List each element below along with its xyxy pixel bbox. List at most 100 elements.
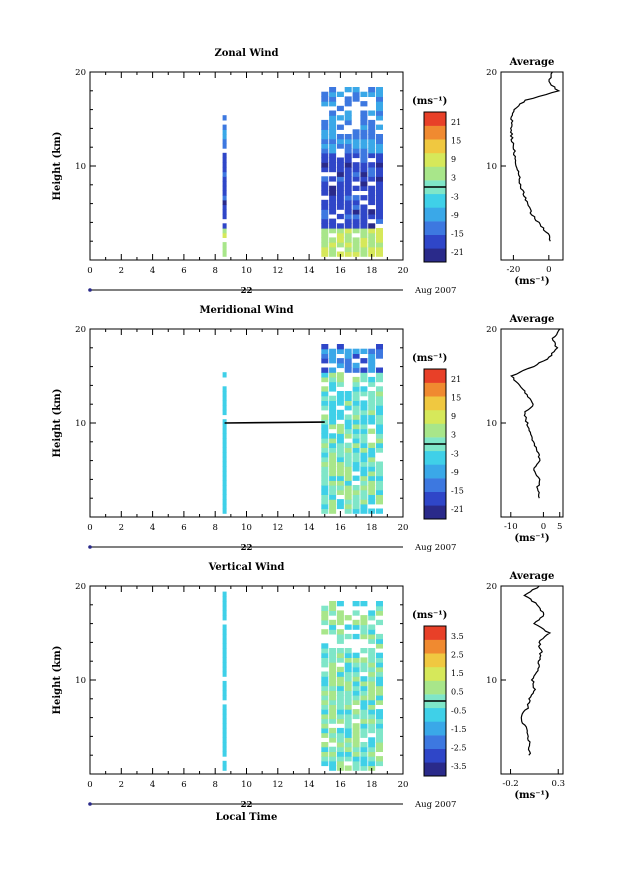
heatmap-cell	[376, 601, 383, 607]
heatmap-cell	[222, 503, 227, 510]
heatmap-cell	[368, 666, 376, 673]
heatmap-cell	[376, 760, 383, 767]
heatmap-cell	[222, 494, 227, 500]
heatmap-cell	[329, 237, 337, 243]
heatmap-cell	[329, 176, 337, 182]
x-tick-label: 12	[272, 523, 283, 533]
heatmap-cell	[222, 671, 227, 677]
colorbar-tick-label: -15	[451, 229, 464, 238]
heatmap-cell	[336, 685, 344, 691]
heatmap-cell	[352, 737, 360, 743]
heatmap-cell	[336, 633, 344, 640]
heatmap-cell	[376, 372, 383, 378]
heatmap-cell	[222, 428, 227, 434]
heatmap-cell	[329, 386, 337, 392]
heatmap-cell	[368, 485, 376, 491]
heatmap-cell	[368, 723, 376, 729]
heatmap-cell	[360, 633, 368, 640]
heatmap-cell	[376, 134, 383, 140]
heatmap-cell	[344, 751, 352, 757]
heatmap-cell	[344, 181, 352, 187]
heatmap-cell	[336, 232, 344, 238]
heatmap-cell	[344, 732, 352, 738]
heatmap-cell	[376, 723, 383, 729]
heatmap-cell	[321, 746, 329, 752]
heatmap-cell	[336, 652, 344, 658]
heatmap-cell	[344, 348, 352, 354]
x-tick-label: 14	[304, 780, 315, 790]
colorbar-swatch	[424, 152, 446, 167]
heatmap-cell	[376, 110, 383, 116]
heatmap-cell	[368, 699, 376, 705]
heatmap-cell	[321, 718, 329, 724]
heatmap-cell	[368, 713, 376, 720]
colorbar-swatch	[424, 409, 446, 424]
colorbar-swatch	[424, 721, 446, 736]
heatmap-cell	[376, 237, 383, 243]
heatmap-cell	[368, 362, 376, 369]
heatmap-cell	[329, 746, 337, 752]
heatmap-cell	[376, 138, 383, 144]
heatmap-cell	[329, 395, 337, 401]
heatmap-cell	[360, 480, 368, 486]
heatmap-cell	[329, 218, 337, 224]
x-tick-label: 2	[119, 523, 124, 533]
heatmap-cell	[368, 624, 376, 630]
heatmap-cell	[368, 348, 376, 354]
heatmap-cell	[336, 414, 344, 420]
heatmap-cell	[336, 171, 344, 177]
heatmap-cell	[368, 391, 376, 397]
heatmap-cell	[336, 358, 344, 364]
heatmap-cell	[368, 756, 376, 762]
heatmap-cell	[344, 96, 352, 102]
heatmap-cell	[360, 438, 368, 444]
colorbar-tick-label: 9	[451, 412, 456, 421]
x-tick-label: 16	[335, 523, 346, 533]
heatmap-cell	[376, 461, 383, 467]
heatmap-cell	[336, 466, 344, 472]
heatmap-cell	[344, 756, 352, 762]
heatmap-cell	[368, 414, 376, 420]
profile-x-tick-label: 0.3	[551, 779, 565, 789]
heatmap-cell	[321, 751, 329, 757]
heatmap-cell	[344, 746, 352, 752]
heatmap-cell	[376, 195, 383, 201]
heatmap-cell	[368, 709, 376, 715]
heatmap-cell	[222, 732, 227, 738]
heatmap-cell	[336, 223, 344, 229]
heatmap-cell	[368, 232, 376, 238]
heatmap-cell	[344, 134, 352, 140]
heatmap-cell	[360, 615, 368, 621]
colorbar-swatch	[424, 666, 446, 681]
heatmap-cell	[222, 662, 227, 668]
heatmap-cell	[336, 134, 344, 140]
heatmap-cell	[344, 765, 352, 771]
heatmap-cell	[352, 690, 360, 696]
date-day-label: 22	[241, 800, 253, 810]
heatmap-cell	[336, 680, 344, 687]
heatmap-cell	[321, 629, 329, 635]
heatmap-cell	[222, 115, 227, 121]
heatmap-cell	[376, 447, 383, 453]
heatmap-cell	[368, 91, 376, 97]
heatmap-cell	[329, 119, 337, 126]
colorbar-swatch	[424, 234, 446, 249]
heatmap-cell	[344, 405, 352, 411]
heatmap-cell	[321, 709, 329, 715]
heatmap-cell	[352, 447, 360, 453]
heatmap-cell	[376, 166, 383, 173]
heatmap-cell	[376, 152, 383, 159]
heatmap-cell	[329, 456, 337, 463]
heatmap-cell	[360, 419, 368, 425]
heatmap-cell	[329, 157, 337, 163]
heatmap-cell	[222, 591, 227, 597]
date-axis-start-marker	[88, 545, 92, 549]
heatmap-cell	[352, 223, 360, 229]
heatmap-cell	[368, 395, 376, 401]
heatmap-cell	[344, 709, 352, 715]
heatmap-cell	[360, 485, 368, 491]
heatmap-cell	[222, 251, 227, 257]
heatmap-cell	[344, 461, 352, 467]
panel-title: Vertical Wind	[208, 562, 285, 573]
heatmap-cell	[222, 727, 227, 734]
